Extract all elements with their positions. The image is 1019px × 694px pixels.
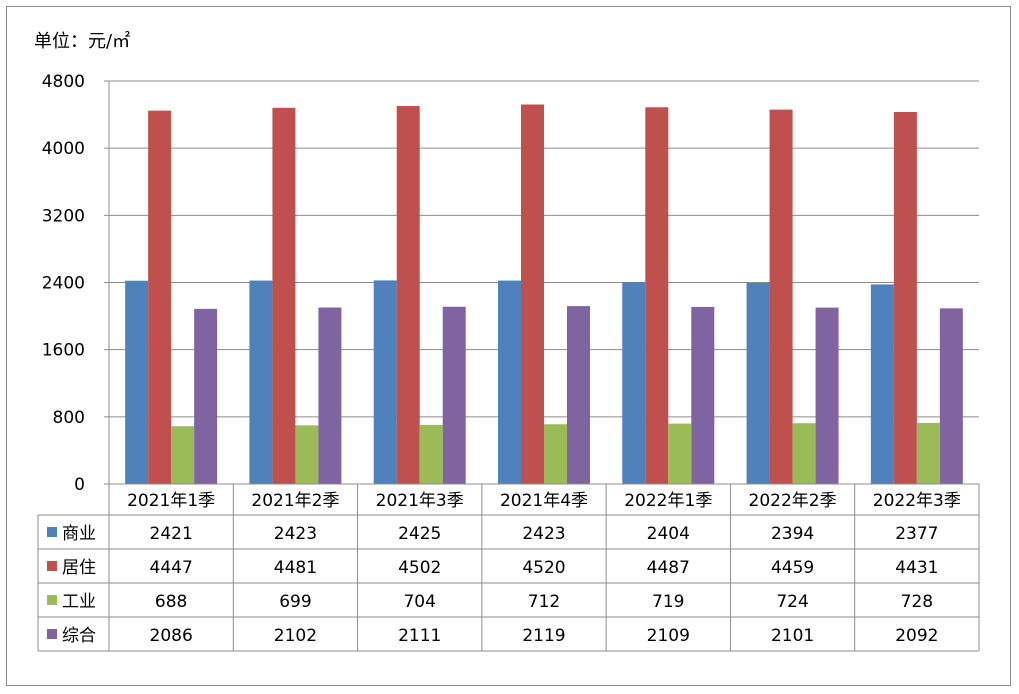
data-label: 688 xyxy=(155,592,187,612)
data-label: 719 xyxy=(652,592,684,612)
bar xyxy=(249,280,273,484)
data-label: 2101 xyxy=(771,626,814,646)
x-tick-label: 2021年4季 xyxy=(500,491,588,511)
y-tick-label: 2400 xyxy=(42,274,85,294)
bar xyxy=(939,308,963,484)
bar xyxy=(645,107,669,484)
data-label: 2092 xyxy=(895,626,938,646)
legend-swatch xyxy=(47,527,57,537)
bar xyxy=(295,425,319,484)
y-tick-label: 1600 xyxy=(42,341,85,361)
bar xyxy=(916,422,940,484)
legend-label: 商业 xyxy=(62,524,96,544)
bar xyxy=(815,307,839,484)
x-tick-label: 2022年1季 xyxy=(624,491,712,511)
data-label: 4459 xyxy=(771,558,814,578)
bar xyxy=(498,280,521,484)
data-label: 2425 xyxy=(398,524,441,544)
bar xyxy=(691,306,715,484)
bar xyxy=(622,282,646,484)
x-tick-label: 2021年3季 xyxy=(376,491,464,511)
data-label: 4487 xyxy=(647,558,690,578)
y-tick-label: 3200 xyxy=(42,206,85,226)
legend-label: 工业 xyxy=(62,592,96,612)
data-label: 699 xyxy=(279,592,311,612)
data-table: 2021年1季 2021年2季 2021年3季 2021年4季 2022年1季 2022年… xyxy=(37,483,980,652)
bar xyxy=(521,104,544,484)
data-label: 2421 xyxy=(150,524,193,544)
data-label: 4431 xyxy=(895,558,938,578)
bar xyxy=(442,306,466,484)
bar xyxy=(746,283,770,484)
bar xyxy=(769,109,793,484)
data-label: 4502 xyxy=(398,558,441,578)
legend-swatch xyxy=(47,595,57,605)
data-label: 2086 xyxy=(150,626,193,646)
bar xyxy=(125,280,149,484)
y-axis: 0 800 1600 2400 3200 4000 4800 xyxy=(42,72,110,495)
y-tick-label: 4000 xyxy=(42,139,85,159)
bar xyxy=(567,306,590,484)
bar xyxy=(318,307,342,484)
data-label: 4520 xyxy=(522,558,565,578)
data-label: 712 xyxy=(528,592,560,612)
data-label: 724 xyxy=(776,592,808,612)
legend-swatch xyxy=(47,561,57,571)
data-label: 2404 xyxy=(647,524,690,544)
bar xyxy=(272,107,296,484)
bar xyxy=(870,284,894,484)
bar xyxy=(194,308,218,484)
bar xyxy=(148,110,172,484)
bar xyxy=(544,424,567,484)
legend-swatch xyxy=(47,629,57,639)
bar xyxy=(893,111,917,484)
x-tick-label: 2021年1季 xyxy=(127,491,215,511)
bar xyxy=(396,106,420,484)
data-label: 728 xyxy=(901,592,933,612)
legend-label: 居住 xyxy=(62,558,96,578)
y-tick-label: 4800 xyxy=(42,72,85,92)
x-tick-label: 2021年2季 xyxy=(251,491,339,511)
bar xyxy=(419,424,443,484)
data-label: 2423 xyxy=(274,524,317,544)
data-label: 2119 xyxy=(522,626,565,646)
data-label: 2423 xyxy=(522,524,565,544)
bar xyxy=(171,426,195,484)
bars xyxy=(125,104,963,484)
data-label: 2394 xyxy=(771,524,814,544)
bar xyxy=(668,423,692,484)
data-label: 2102 xyxy=(274,626,317,646)
x-tick-label: 2022年2季 xyxy=(749,491,837,511)
data-label: 704 xyxy=(403,592,435,612)
data-label: 2109 xyxy=(647,626,690,646)
unit-label: 单位：元/㎡ xyxy=(34,30,130,52)
x-tick-label: 2022年3季 xyxy=(873,491,961,511)
bar xyxy=(373,280,397,484)
data-label: 4447 xyxy=(150,558,193,578)
data-label: 4481 xyxy=(274,558,317,578)
legend-label: 综合 xyxy=(62,626,96,646)
y-tick-label: 800 xyxy=(53,408,85,428)
data-label: 2111 xyxy=(398,626,441,646)
data-label: 2377 xyxy=(895,524,938,544)
bar xyxy=(792,423,816,484)
y-tick-label: 0 xyxy=(74,475,85,495)
